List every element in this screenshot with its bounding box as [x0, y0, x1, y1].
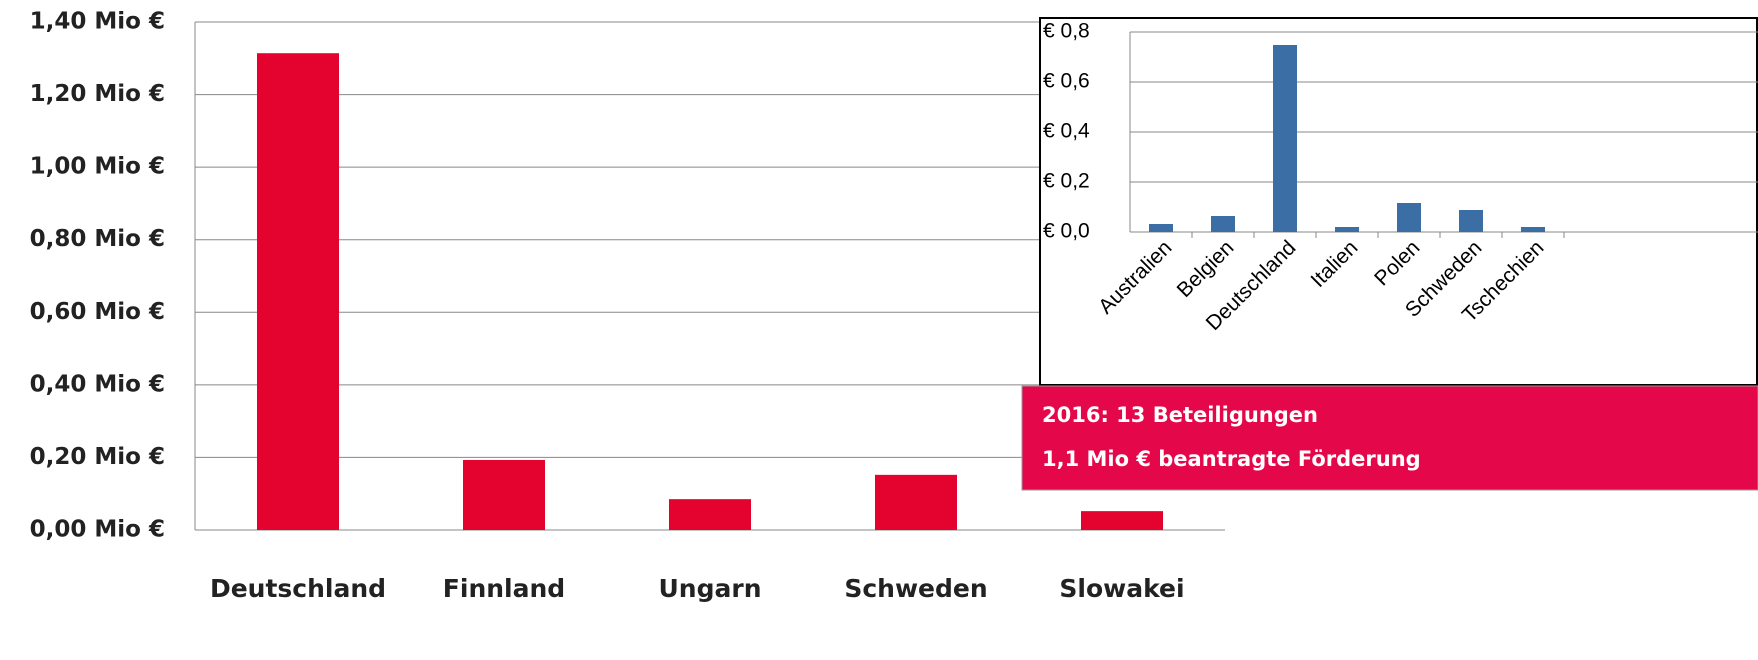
x-tick-label: Schweden [844, 574, 987, 603]
annotation: 2016: 13 Beteiligungen [1042, 403, 1318, 427]
inset-frame [1039, 17, 1758, 386]
y-tick-label: € 0,4 [1043, 120, 1090, 143]
y-tick-label: € 0,2 [1043, 170, 1090, 193]
y-tick-label: € 0,8 [1043, 20, 1090, 43]
y-tick-label: € 0,6 [1043, 70, 1090, 93]
bar [1335, 227, 1359, 232]
y-tick-label: 1,20 Mio € [30, 81, 165, 107]
bar [1459, 210, 1483, 232]
info-box-bg [1021, 385, 1758, 491]
bar [1081, 511, 1163, 530]
bar [669, 499, 751, 530]
main-chart: 0,00 Mio € 0,20 Mio € 0,40 Mio € 0,60 Mio €… [30, 9, 1225, 603]
y-tick-label: 1,00 Mio € [30, 154, 165, 180]
bar [1521, 227, 1545, 232]
x-tick-label: Slowakei [1059, 574, 1184, 603]
bar [1273, 45, 1297, 232]
bar [1397, 203, 1421, 232]
info-box: 2016: 13 Beteiligungen 1,1 Mio € beantra… [1021, 385, 1758, 491]
y-tick-label: 0,80 Mio € [30, 226, 165, 252]
y-tick-label: 0,00 Mio € [30, 517, 165, 543]
x-tick-label: Finnland [443, 574, 565, 603]
y-tick-label: 0,20 Mio € [30, 444, 165, 470]
bar [1149, 224, 1173, 232]
y-tick-label: 0,40 Mio € [30, 371, 165, 397]
y-tick-label: 1,40 Mio € [30, 9, 165, 35]
bar [875, 474, 957, 530]
bar [463, 459, 545, 530]
bar [257, 53, 339, 530]
bar [1211, 216, 1235, 232]
x-tick-label: Deutschland [210, 574, 386, 603]
annotation: 1,1 Mio € beantragte Förderung [1042, 447, 1421, 471]
y-tick-label: € 0,0 [1043, 220, 1090, 243]
x-tick-label: Ungarn [659, 574, 762, 603]
y-tick-label: 0,60 Mio € [30, 299, 165, 325]
